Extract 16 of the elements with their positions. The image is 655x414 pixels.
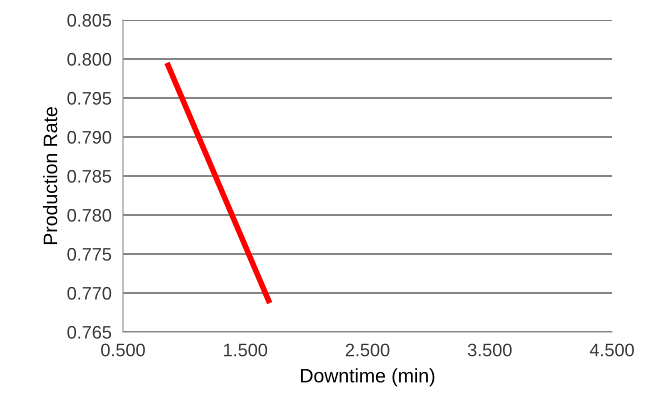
y-tick-label: 0.765 xyxy=(67,326,112,339)
y-tick-label: 0.805 xyxy=(67,14,112,27)
x-tick-label: 3.500 xyxy=(468,344,512,356)
x-tick-label: 2.500 xyxy=(346,344,390,356)
x-axis-title: Downtime (min) xyxy=(301,368,434,386)
y-axis-title: Production Rate xyxy=(43,107,58,244)
x-tick-label: 1.500 xyxy=(224,344,268,356)
y-tick-label: 0.785 xyxy=(67,170,112,183)
y-tick-label: 0.795 xyxy=(67,92,112,105)
y-tick-label: 0.780 xyxy=(67,208,112,222)
y-tick-label: 0.770 xyxy=(67,286,112,300)
x-tick-label: 0.500 xyxy=(101,344,145,356)
y-tick-label: 0.775 xyxy=(67,248,112,261)
y-tick-label: 0.790 xyxy=(67,130,112,144)
x-tick-label: 4.500 xyxy=(590,344,634,356)
y-tick-label: 0.800 xyxy=(67,52,112,66)
